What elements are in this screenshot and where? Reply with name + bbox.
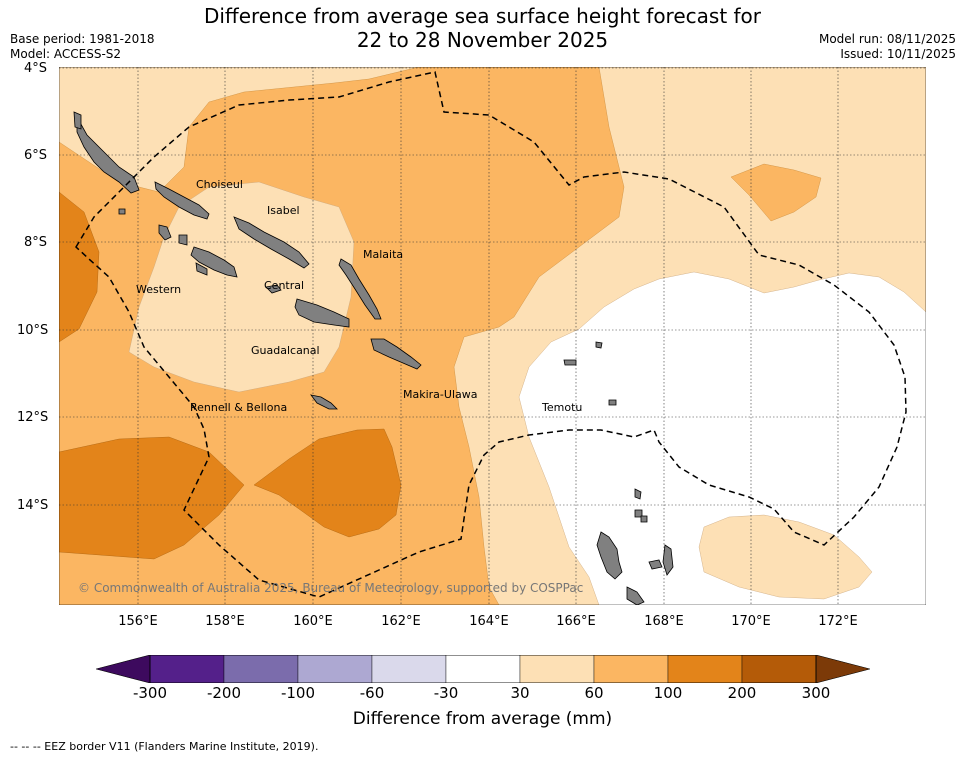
label-isabel: Isabel bbox=[267, 204, 300, 217]
lon-label-160e: 160°E bbox=[293, 614, 333, 629]
makira-island bbox=[370, 338, 422, 370]
rendova-islet bbox=[195, 262, 208, 276]
colorbar-tick-4: -30 bbox=[433, 684, 459, 702]
malaita-island bbox=[338, 258, 382, 320]
land-masses bbox=[73, 111, 674, 605]
choiseul-island bbox=[76, 115, 140, 194]
colorbar-cell bbox=[223, 655, 299, 683]
title-line-1: Difference from average sea surface heig… bbox=[203, 4, 762, 28]
lon-label-156e: 156°E bbox=[118, 614, 158, 629]
guadalcanal-island bbox=[294, 298, 350, 328]
band-100-200-west bbox=[59, 191, 100, 343]
map-panel: Choiseul Isabel Malaita Western Central … bbox=[59, 67, 926, 605]
vanuatu-malekula bbox=[626, 586, 645, 605]
lon-label-166e: 166°E bbox=[556, 614, 596, 629]
label-rennell-bellona: Rennell & Bellona bbox=[190, 401, 287, 414]
meta-right: Model run: 08/11/2025 Issued: 10/11/2025 bbox=[819, 32, 956, 62]
colorbar-cell bbox=[371, 655, 447, 683]
colorbar-over-arrow bbox=[815, 655, 870, 683]
colorbar-tick-7: 100 bbox=[653, 684, 683, 702]
label-central: Central bbox=[264, 279, 304, 292]
lon-label-162e: 162°E bbox=[381, 614, 421, 629]
lat-label-8s: 8°S bbox=[24, 235, 48, 250]
model-name: Model: ACCESS-S2 bbox=[10, 47, 122, 61]
lon-label-172e: 172°E bbox=[818, 614, 858, 629]
rennell-island bbox=[310, 394, 338, 410]
lon-label-168e: 168°E bbox=[644, 614, 684, 629]
colorbar-tick-3: -60 bbox=[359, 684, 385, 702]
lon-label-164e: 164°E bbox=[469, 614, 509, 629]
kolombangara-islet bbox=[158, 224, 172, 241]
lat-label-10s: 10°S bbox=[17, 323, 49, 338]
santa-isabel-island bbox=[154, 181, 210, 220]
graticule bbox=[59, 67, 926, 605]
temotu-islet bbox=[595, 341, 603, 349]
colorbar-cell bbox=[297, 655, 373, 683]
label-temotu: Temotu bbox=[541, 401, 582, 414]
band-30-60-southeast bbox=[698, 514, 873, 600]
colorbar-frame bbox=[149, 655, 817, 683]
meta-left: Base period: 1981-2018 Model: ACCESS-S2 bbox=[10, 32, 155, 62]
vanuatu-maewo bbox=[662, 544, 674, 576]
vanuatu-ambae bbox=[634, 488, 642, 500]
band-30-60-core bbox=[128, 181, 355, 393]
lon-label-158e: 158°E bbox=[205, 614, 245, 629]
isabel-island bbox=[233, 216, 310, 269]
vella-lavella-islet bbox=[178, 234, 188, 246]
vanikoro-islet bbox=[608, 399, 617, 406]
lat-label-4s: 4°S bbox=[24, 61, 48, 76]
colorbar-cell bbox=[519, 655, 595, 683]
colorbar bbox=[96, 655, 870, 683]
title-line-2: 22 to 28 November 2025 bbox=[356, 28, 609, 52]
new-georgia-island bbox=[190, 246, 238, 278]
colorbar-tick-5: 30 bbox=[510, 684, 530, 702]
model-run: Model run: 08/11/2025 bbox=[818, 32, 956, 46]
colorbar-cell bbox=[667, 655, 743, 683]
lat-label-6s: 6°S bbox=[24, 148, 48, 163]
colorbar-title: Difference from average (mm) bbox=[352, 709, 613, 729]
lon-label-170e: 170°E bbox=[731, 614, 771, 629]
label-guadalcanal: Guadalcanal bbox=[251, 344, 320, 357]
colorbar-cell bbox=[149, 655, 225, 683]
vanuatu-espiritu-santo bbox=[596, 531, 623, 580]
band-100-200-southwest bbox=[59, 436, 245, 560]
colorbar-cell bbox=[445, 655, 521, 683]
copyright-notice: © Commonwealth of Australia 2025, Bureau… bbox=[78, 581, 583, 595]
map-title: Difference from average sea surface heig… bbox=[0, 4, 965, 52]
band-60-100-east bbox=[730, 163, 822, 222]
eez-legend-note: -- -- -- EEZ border V11 (Flanders Marine… bbox=[10, 740, 319, 753]
shortland-islet bbox=[118, 208, 126, 215]
choiseul-north-islet bbox=[73, 111, 82, 130]
colorbar-under-arrow bbox=[96, 655, 151, 683]
base-period: Base period: 1981-2018 bbox=[10, 32, 155, 46]
central-florida-islet bbox=[265, 284, 282, 294]
colorbar-tick-6: 60 bbox=[584, 684, 604, 702]
colorbar-tick-9: 300 bbox=[801, 684, 831, 702]
lat-label-14s: 14°S bbox=[17, 498, 49, 513]
label-western: Western bbox=[136, 283, 181, 296]
region-labels: Choiseul Isabel Malaita Western Central … bbox=[136, 178, 582, 414]
vanuatu-pentecost bbox=[648, 559, 663, 570]
colorbar-cells bbox=[149, 655, 817, 683]
colorbar-tick-1: -200 bbox=[206, 684, 242, 702]
label-choiseul: Choiseul bbox=[196, 178, 243, 191]
label-makira-ulawa: Makira-Ulawa bbox=[403, 388, 477, 401]
colorbar-tick-0: -300 bbox=[132, 684, 168, 702]
label-malaita: Malaita bbox=[363, 248, 403, 261]
lat-label-12s: 12°S bbox=[17, 410, 49, 425]
colorbar-tick-2: -100 bbox=[280, 684, 316, 702]
vanuatu-torres-islet bbox=[640, 515, 648, 523]
band-100-200-south bbox=[253, 428, 402, 538]
colorbar-cell bbox=[741, 655, 817, 683]
santa-cruz-islet bbox=[563, 359, 577, 366]
issued-date: Issued: 10/11/2025 bbox=[840, 47, 956, 61]
colorbar-tick-8: 200 bbox=[727, 684, 757, 702]
colorbar-cell bbox=[593, 655, 669, 683]
